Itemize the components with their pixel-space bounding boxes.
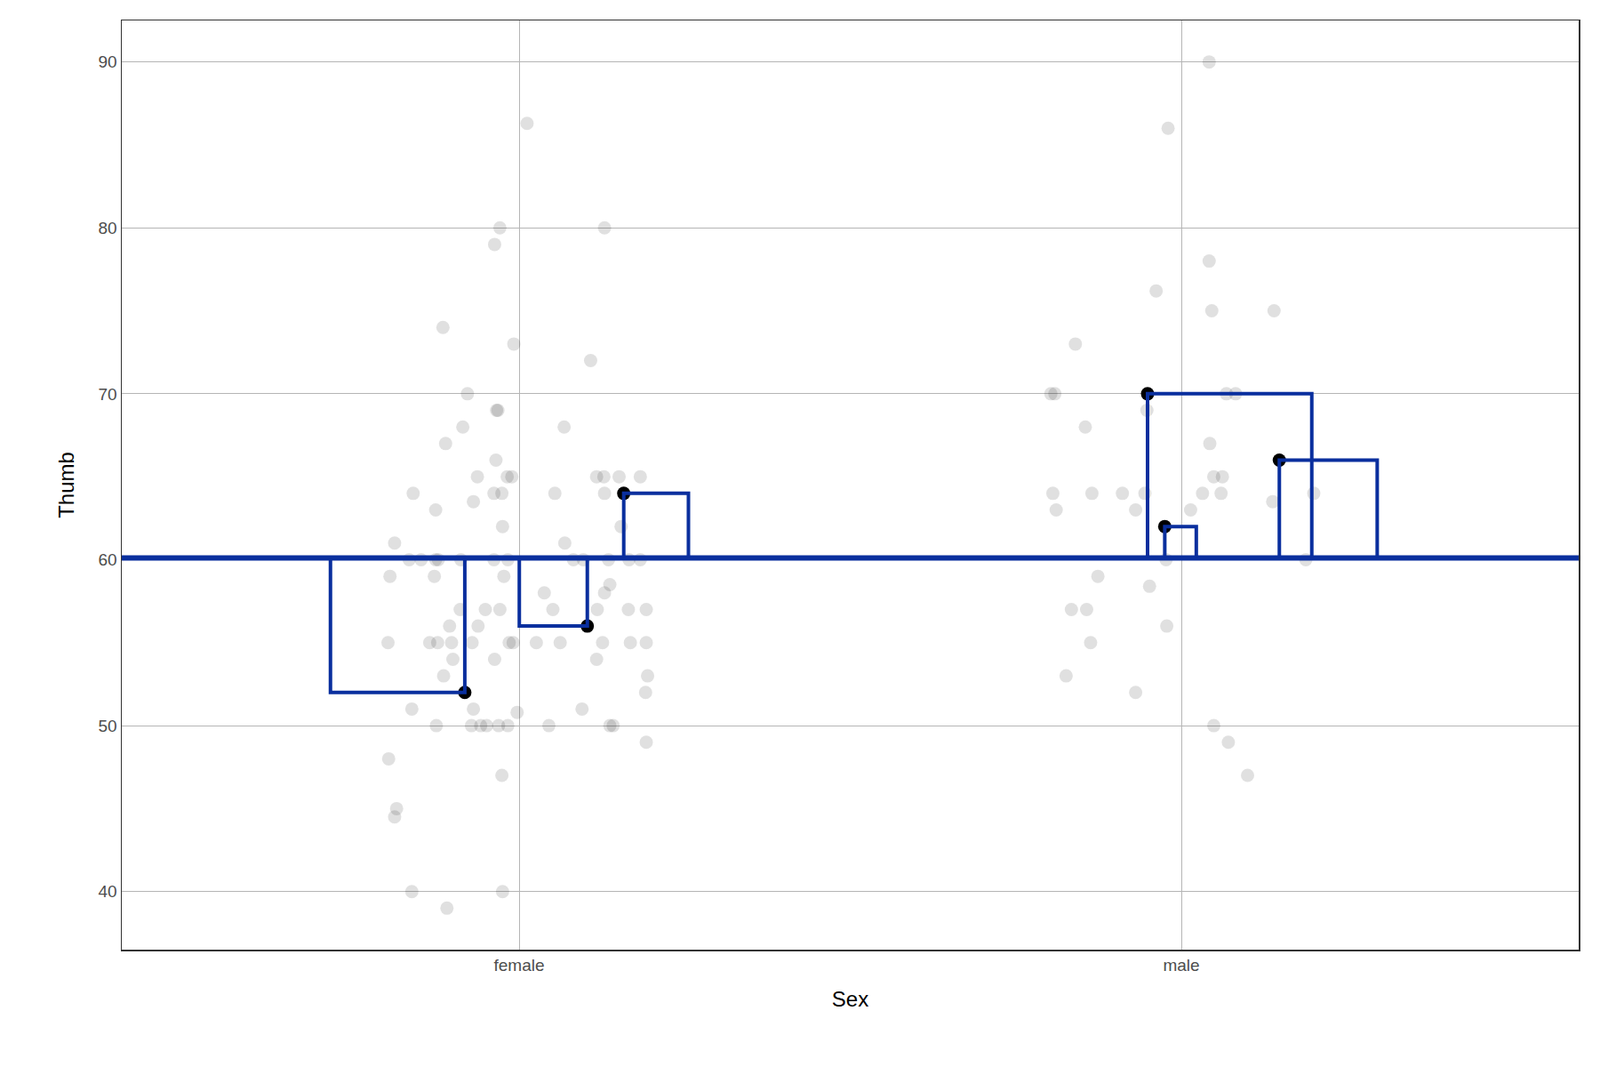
svg-text:Sex: Sex	[832, 986, 869, 1011]
svg-text:50: 50	[98, 716, 118, 736]
svg-text:40: 40	[98, 881, 118, 901]
svg-text:80: 80	[98, 218, 118, 238]
svg-text:90: 90	[98, 52, 118, 72]
svg-text:female: female	[493, 955, 544, 975]
svg-text:Thumb: Thumb	[54, 451, 79, 519]
svg-text:60: 60	[98, 550, 118, 569]
svg-text:70: 70	[98, 384, 118, 404]
svg-text:male: male	[1162, 955, 1200, 975]
